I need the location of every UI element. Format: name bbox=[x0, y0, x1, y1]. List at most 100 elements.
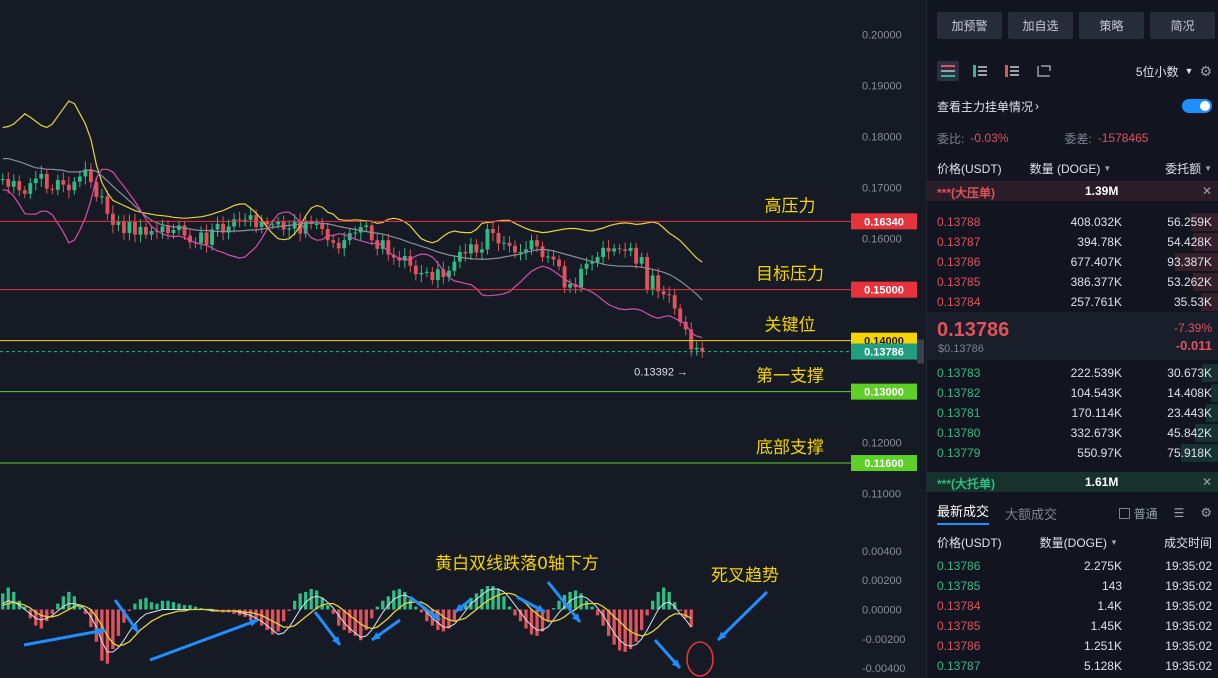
candle-body bbox=[496, 233, 501, 244]
bid-row[interactable]: 0.13780 332.673K 45.842K bbox=[927, 423, 1218, 443]
macd-bar bbox=[72, 596, 77, 610]
trade-row: 0.13785 1.45K 19:35:02 bbox=[927, 616, 1218, 636]
macd-bar bbox=[326, 605, 330, 610]
last-change: -0.011 bbox=[1175, 338, 1212, 353]
ask-row[interactable]: 0.13784 257.761K 35.53K bbox=[927, 292, 1218, 312]
checkbox-icon[interactable] bbox=[1118, 507, 1130, 519]
big-bid-value: 1.61M bbox=[1085, 475, 1119, 489]
macd-bar bbox=[83, 609, 88, 614]
main-order-link[interactable]: 查看主力挂单情况 bbox=[937, 99, 1034, 114]
sort-icon[interactable]: ☰ bbox=[1173, 506, 1185, 520]
macd-bar bbox=[144, 597, 148, 610]
big-bid-bar[interactable]: ***(大托单) 1.61M ✕ bbox=[927, 472, 1218, 492]
macd-bar bbox=[342, 609, 346, 630]
trade-filter-label: 普通 bbox=[1133, 506, 1158, 521]
macd-bar bbox=[199, 608, 203, 610]
market-side-panel: 加预警 加自选 策略 简况 5位小数 ▼ ⚙ 查看主力挂单情况 › 委比: -0… bbox=[926, 0, 1218, 678]
main-order-toggle[interactable] bbox=[1182, 99, 1212, 113]
overview-button[interactable]: 简况 bbox=[1150, 12, 1215, 39]
trade-price: 0.13786 bbox=[937, 559, 981, 573]
macd-bar bbox=[447, 609, 451, 629]
candle-body bbox=[287, 228, 292, 230]
macd-bar bbox=[656, 591, 660, 610]
ob-total: 93.387K bbox=[1167, 255, 1212, 269]
bid-row[interactable]: 0.13783 222.539K 30.673K bbox=[927, 363, 1218, 383]
bids-only-icon[interactable] bbox=[969, 61, 991, 81]
macd-bar bbox=[287, 609, 291, 611]
ob-qty: 104.543K bbox=[1070, 386, 1122, 400]
ask-row[interactable]: 0.13787 394.78K 54.428K bbox=[927, 232, 1218, 252]
ob-qty: 677.407K bbox=[1070, 255, 1122, 269]
level-label: 第一支撑 bbox=[756, 367, 824, 387]
gear-icon[interactable]: ⚙ bbox=[1200, 505, 1212, 520]
ask-row[interactable]: 0.13785 386.377K 53.262K bbox=[927, 272, 1218, 292]
candle-body bbox=[320, 223, 325, 229]
annotation-arrowhead bbox=[536, 604, 545, 612]
bid-row[interactable]: 0.13782 104.543K 14.408K bbox=[927, 383, 1218, 403]
candle-body bbox=[215, 223, 220, 230]
ob-header-qty[interactable]: 数量 (DOGE) bbox=[1029, 161, 1101, 176]
macd-bar bbox=[177, 603, 181, 610]
close-icon[interactable]: ✕ bbox=[1201, 184, 1212, 198]
ob-price: 0.13779 bbox=[937, 446, 981, 460]
asks-only-icon[interactable] bbox=[1001, 61, 1023, 81]
macd-bar bbox=[502, 596, 506, 610]
ob-price: 0.13783 bbox=[937, 366, 981, 380]
macd-bar bbox=[171, 602, 176, 610]
depth-bar bbox=[1192, 233, 1218, 251]
tab-large-trades[interactable]: 大额成交 bbox=[1005, 506, 1058, 522]
ratio-label: 委比: bbox=[937, 131, 965, 146]
strategy-button[interactable]: 策略 bbox=[1079, 12, 1144, 39]
main-order-row[interactable]: 查看主力挂单情况 › bbox=[937, 96, 1212, 116]
price-chart[interactable]: 0.20000 0.19000 0.18000 0.17000 0.16000 0.120… bbox=[0, 0, 924, 678]
candle-body bbox=[584, 263, 589, 269]
last-price-tag-text: 0.13786 bbox=[864, 347, 904, 359]
macd-bar bbox=[689, 609, 693, 628]
trade-header-qty[interactable]: 数量(DOGE) bbox=[1039, 535, 1108, 550]
bid-row[interactable]: 0.13781 170.114K 23.443K bbox=[927, 403, 1218, 423]
ob-header-total[interactable]: 委托额 bbox=[1165, 161, 1202, 176]
level-price-tag bbox=[851, 281, 917, 298]
candle-body bbox=[546, 256, 550, 258]
trade-qty: 5.128K bbox=[1083, 659, 1122, 673]
add-watchlist-button[interactable]: 加自选 bbox=[1008, 12, 1073, 39]
big-bid-label: ***(大托单) bbox=[937, 477, 996, 491]
ask-row[interactable]: 0.13788 408.032K 56.259K bbox=[927, 212, 1218, 232]
candle-body bbox=[325, 228, 330, 241]
macd-bar bbox=[182, 605, 187, 610]
chart-canvas[interactable]: 0.20000 0.19000 0.18000 0.17000 0.16000 0.120… bbox=[0, 0, 924, 678]
candle-body bbox=[121, 221, 126, 234]
macd-bar bbox=[193, 606, 198, 610]
add-alert-button[interactable]: 加预警 bbox=[937, 12, 1002, 39]
candle-body bbox=[188, 235, 192, 243]
macd-bar bbox=[337, 609, 341, 626]
macd-bar bbox=[573, 590, 578, 610]
tab-latest-trades[interactable]: 最新成交 bbox=[937, 501, 990, 525]
macd-y-tick-label: 0.00200 bbox=[862, 575, 902, 587]
macd-bar bbox=[518, 609, 523, 622]
trade-time: 19:35:02 bbox=[1165, 599, 1212, 613]
macd-bar bbox=[535, 609, 539, 636]
trade-row: 0.13785 143 19:35:02 bbox=[927, 576, 1218, 596]
ask-row[interactable]: 0.13786 677.407K 93.387K bbox=[927, 252, 1218, 272]
death-cross-circle bbox=[686, 641, 714, 677]
macd-bar bbox=[155, 603, 159, 610]
candle-body bbox=[612, 248, 617, 252]
trade-filter[interactable]: 普通 bbox=[1118, 505, 1158, 522]
trade-qty: 1.45K bbox=[1090, 619, 1122, 633]
ob-total: 23.443K bbox=[1167, 406, 1212, 420]
big-ask-bar[interactable]: ***(大压单) 1.39M ✕ bbox=[927, 181, 1218, 201]
macd-bar bbox=[425, 609, 429, 622]
trade-qty: 2.275K bbox=[1083, 559, 1122, 573]
decimal-select[interactable]: 5位小数 ▼ ⚙ bbox=[1136, 63, 1212, 80]
ob-qty: 408.032K bbox=[1070, 215, 1122, 229]
both-sides-icon[interactable] bbox=[937, 61, 959, 81]
trade-qty: 1.251K bbox=[1083, 639, 1122, 653]
candle-body bbox=[661, 291, 666, 295]
bid-row[interactable]: 0.13779 550.97K 75.918K bbox=[927, 443, 1218, 463]
close-icon[interactable]: ✕ bbox=[1201, 475, 1212, 489]
annotation-arrowhead bbox=[372, 632, 381, 640]
depth-icon[interactable] bbox=[1033, 61, 1055, 81]
macd-bar bbox=[45, 609, 49, 622]
gear-icon[interactable]: ⚙ bbox=[1199, 62, 1212, 79]
